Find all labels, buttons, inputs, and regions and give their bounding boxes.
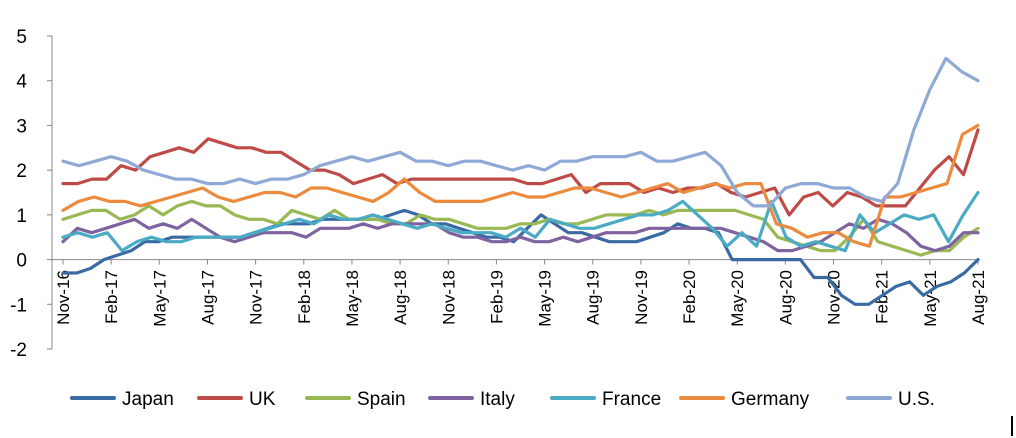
x-tick-label: Feb-20 xyxy=(680,270,699,324)
corner-mark xyxy=(1011,416,1013,436)
series-line-france xyxy=(61,190,980,253)
y-tick-label: 5 xyxy=(16,27,27,48)
x-tick-label: Nov-17 xyxy=(247,270,266,325)
legend-label: UK xyxy=(249,389,276,410)
x-tick-label: Aug-21 xyxy=(969,270,988,325)
x-tick-label: Nov-16 xyxy=(54,270,73,325)
x-tick-label: May-18 xyxy=(343,270,362,327)
x-tick-label: Aug-20 xyxy=(776,270,795,325)
x-tick-label: Feb-17 xyxy=(102,270,121,324)
y-tick-label: 3 xyxy=(16,116,27,137)
series-line-uk xyxy=(61,128,980,217)
x-tick-label: Feb-19 xyxy=(487,270,506,324)
legend-label: U.S. xyxy=(898,389,935,410)
x-tick-label: May-17 xyxy=(150,270,169,327)
series-line-spain xyxy=(61,199,980,257)
x-tick-label: May-20 xyxy=(728,270,747,327)
legend-label: France xyxy=(602,389,661,410)
legend-label: Japan xyxy=(122,389,174,410)
y-tick-label: 4 xyxy=(16,72,27,93)
series-layer xyxy=(61,56,980,306)
x-tick-label: May-21 xyxy=(921,270,940,327)
legend-label: Spain xyxy=(357,389,406,410)
y-axis: -2 -1 0 1 2 3 4 5 xyxy=(10,27,53,361)
y-tick-label: 1 xyxy=(16,206,27,227)
x-tick-label: Aug-19 xyxy=(584,270,603,325)
x-tick-label: Nov-19 xyxy=(632,270,651,325)
series-line-u-s xyxy=(61,56,980,208)
legend-label: Italy xyxy=(480,389,515,410)
x-tick-label: Nov-20 xyxy=(825,270,844,325)
y-tick-label: -1 xyxy=(10,295,27,316)
x-tick-label: Nov-18 xyxy=(439,270,458,325)
series-line-italy xyxy=(61,217,980,253)
y-tick-label: 0 xyxy=(16,251,27,272)
y-tick-label: 2 xyxy=(16,161,27,182)
series-line-germany xyxy=(61,123,980,248)
x-tick-label: Aug-18 xyxy=(391,270,410,325)
legend-label: Germany xyxy=(731,389,810,410)
legend: Japan UK Spain Italy France Germany U.S. xyxy=(70,389,935,410)
x-tick-label: Aug-17 xyxy=(198,270,217,325)
x-tick-label: Feb-18 xyxy=(295,270,314,324)
x-tick-label: May-19 xyxy=(536,270,555,327)
x-axis: Nov-16 Feb-17 May-17 Aug-17 Nov-17 Feb-18 May-… xyxy=(52,259,988,327)
y-tick-label: -2 xyxy=(10,340,27,361)
